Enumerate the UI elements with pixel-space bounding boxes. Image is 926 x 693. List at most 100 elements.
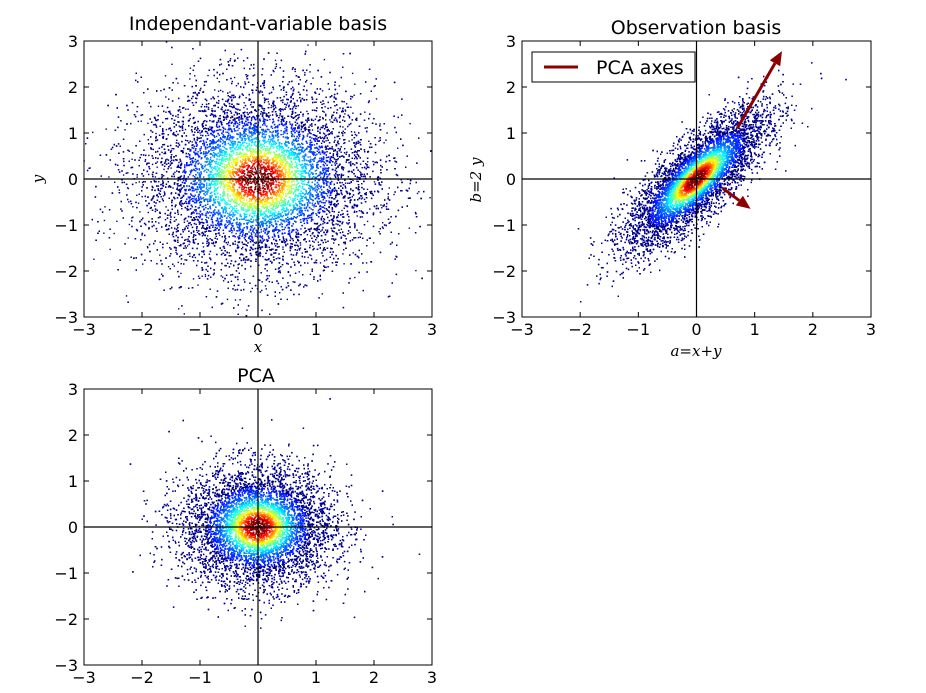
scatter-point <box>206 120 208 123</box>
scatter-point <box>291 68 294 70</box>
scatter-point <box>113 232 115 235</box>
scatter-point <box>132 206 134 208</box>
scatter-point <box>351 152 354 154</box>
scatter-point <box>346 191 348 193</box>
scatter-point <box>127 172 129 174</box>
scatter-point <box>374 183 377 185</box>
scatter-point <box>209 119 211 122</box>
scatter-point <box>174 246 176 249</box>
scatter-point <box>177 110 180 112</box>
scatter-point <box>139 220 141 223</box>
scatter-point <box>297 117 299 120</box>
scatter-point <box>353 199 356 201</box>
scatter-point <box>359 113 362 115</box>
scatter-point <box>157 185 160 187</box>
scatter-point <box>290 96 292 99</box>
scatter-point <box>334 105 336 107</box>
scatter-point <box>183 107 185 109</box>
scatter-point <box>259 248 262 250</box>
scatter-point <box>174 240 177 242</box>
scatter-point <box>324 229 327 231</box>
scatter-point <box>162 200 164 202</box>
scatter-point <box>336 104 338 106</box>
chart-title: Independant-variable basis <box>129 13 387 35</box>
scatter-point <box>165 128 168 131</box>
scatter-point <box>231 94 233 97</box>
scatter-point <box>180 263 182 265</box>
scatter-point <box>237 276 239 278</box>
scatter-point <box>148 154 150 157</box>
scatter-point <box>157 196 159 198</box>
scatter-point <box>151 173 154 176</box>
scatter-point <box>204 234 206 237</box>
scatter-point <box>365 163 367 165</box>
scatter-point <box>243 67 245 70</box>
scatter-point <box>327 129 329 131</box>
scatter-point <box>169 151 172 153</box>
scatter-point <box>194 256 197 259</box>
scatter-point <box>152 197 154 199</box>
scatter-point <box>365 197 368 199</box>
scatter-point <box>250 246 253 249</box>
scatter-point <box>360 172 362 174</box>
scatter-point <box>351 134 353 136</box>
scatter-point <box>306 89 308 92</box>
scatter-point <box>144 159 147 161</box>
scatter-point <box>377 190 379 192</box>
scatter-point <box>354 224 356 226</box>
scatter-point <box>173 183 176 185</box>
scatter-point <box>211 306 213 309</box>
scatter-point <box>394 168 396 170</box>
scatter-point <box>324 233 327 236</box>
scatter-point <box>151 185 153 188</box>
scatter-point <box>219 247 221 249</box>
scatter-point <box>348 123 350 126</box>
scatter-point <box>195 101 197 104</box>
scatter-point <box>333 239 336 241</box>
scatter-point <box>222 110 224 113</box>
scatter-point <box>343 241 345 244</box>
scatter-point <box>212 97 215 99</box>
scatter-point <box>272 106 274 108</box>
scatter-point <box>148 173 150 176</box>
scatter-point <box>354 226 356 229</box>
scatter-point <box>247 81 250 83</box>
scatter-point <box>175 219 177 221</box>
scatter-point <box>197 60 200 62</box>
scatter-point <box>267 52 270 54</box>
scatter-point <box>146 170 148 173</box>
scatter-point <box>134 159 136 161</box>
scatter-point <box>416 162 418 164</box>
scatter-point <box>333 93 336 96</box>
scatter-point <box>177 227 179 229</box>
scatter-point <box>197 120 199 123</box>
scatter-point <box>236 288 239 291</box>
scatter-point <box>288 104 290 107</box>
scatter-point <box>409 122 411 125</box>
scatter-point <box>354 144 356 147</box>
scatter-point <box>192 240 195 242</box>
scatter-point <box>226 251 228 253</box>
scatter-point <box>227 287 229 289</box>
scatter-point <box>348 115 351 118</box>
scatter-point <box>170 227 173 229</box>
scatter-point <box>201 110 204 113</box>
scatter-point <box>336 261 338 263</box>
scatter-point <box>323 111 325 113</box>
scatter-point <box>293 293 295 296</box>
scatter-point <box>150 206 152 209</box>
scatter-point <box>275 258 278 260</box>
scatter-point <box>282 258 284 260</box>
scatter-point <box>364 111 366 113</box>
scatter-point <box>387 218 390 220</box>
scatter-point <box>336 233 338 236</box>
scatter-point <box>207 241 210 244</box>
scatter-point <box>213 74 215 77</box>
scatter-point <box>144 259 146 261</box>
scatter-point <box>349 197 351 199</box>
scatter-point <box>192 104 195 106</box>
scatter-point <box>297 105 299 107</box>
scatter-point <box>239 253 242 256</box>
scatter-point <box>171 147 173 150</box>
scatter-point <box>336 92 339 95</box>
